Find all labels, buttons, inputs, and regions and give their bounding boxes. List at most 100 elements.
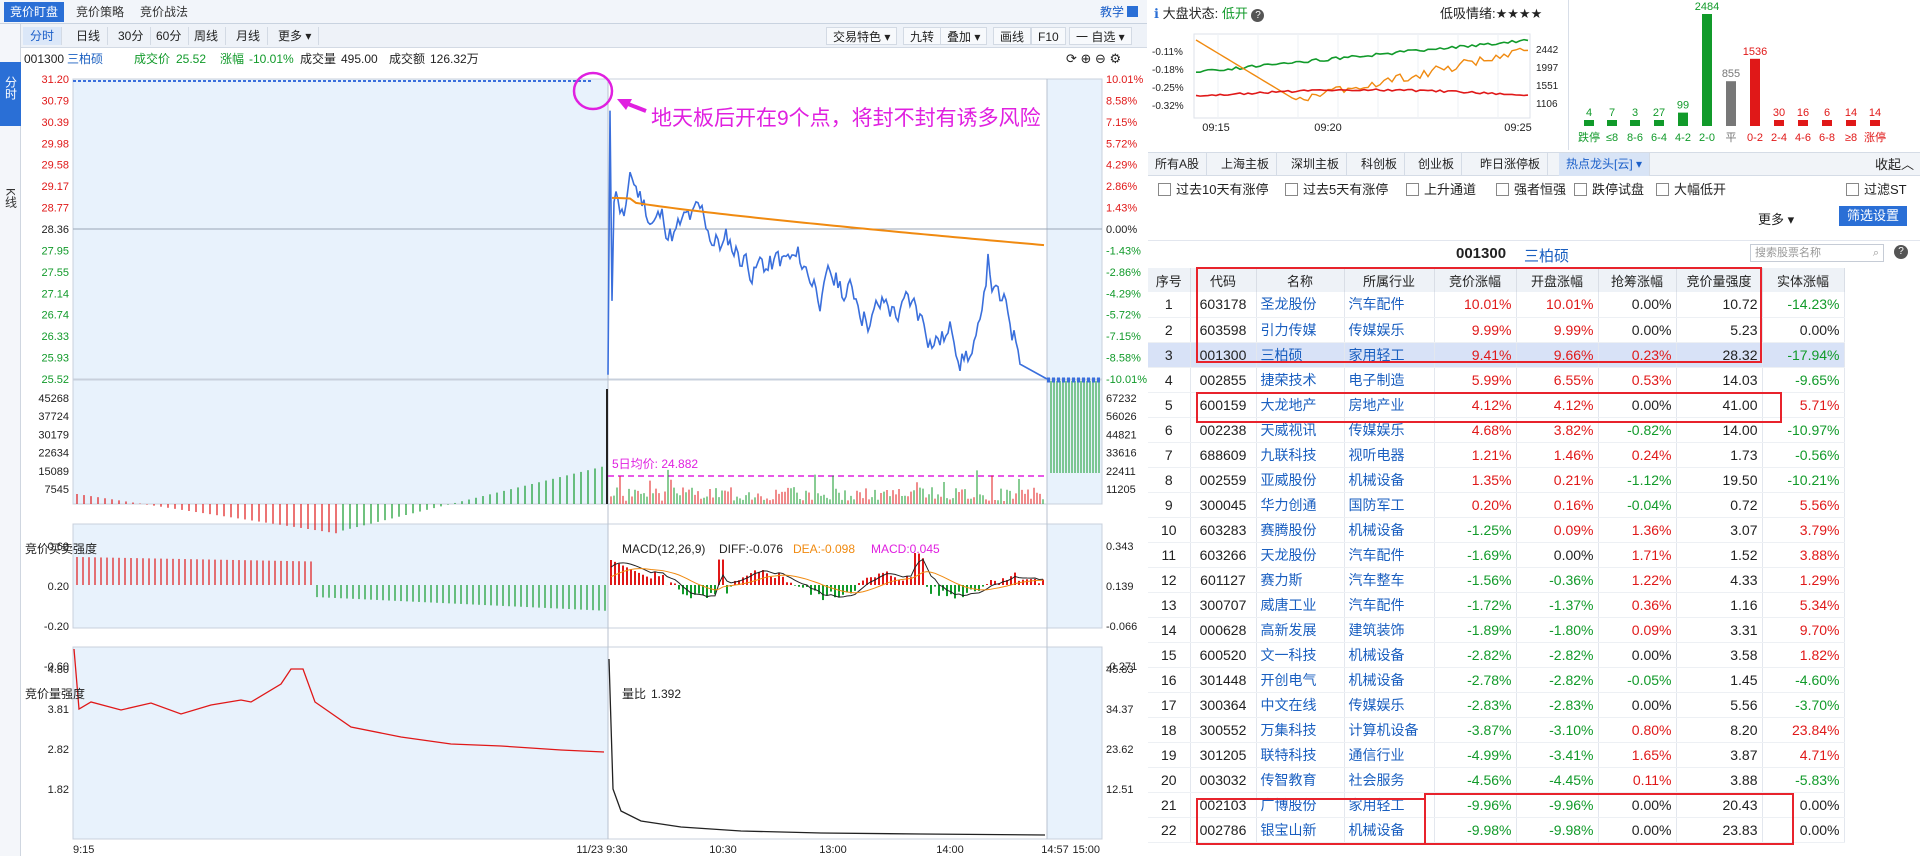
more-dropdown[interactable]: 更多 ▾ [1758, 212, 1795, 227]
filter-5d-limit[interactable]: 过去5天有涨停 [1285, 182, 1388, 198]
table-row[interactable]: 16 301448 开创电气 机械设备 -2.78% -2.82% -0.05% 1.45 -4… [1148, 667, 1845, 693]
table-row[interactable]: 13 300707 威唐工业 汽车配件 -1.72% -1.37% 0.36% 1.16 5.3… [1148, 592, 1845, 618]
filter-big-low-open[interactable]: 大幅低开 [1656, 182, 1726, 198]
row-industry[interactable]: 机械设备 [1344, 642, 1435, 668]
tab-auction-tactics[interactable]: 竞价战法 [140, 5, 189, 19]
row-industry[interactable]: 家用轻工 [1344, 792, 1435, 818]
trade-feature-button[interactable]: 交易特色 ▾ [826, 27, 898, 45]
stock-name[interactable]: 三柏硕 [67, 52, 104, 66]
table-row[interactable]: 14 000628 高新发展 建筑装饰 -1.89% -1.80% 0.09% 3.31 9.7… [1148, 617, 1845, 643]
row-industry[interactable]: 家用轻工 [1344, 342, 1435, 368]
tab-hot-leader[interactable]: 热点龙头[云] ▾ [1559, 153, 1651, 176]
tab-sz-main[interactable]: 深圳主板 [1284, 153, 1348, 176]
teach-link[interactable]: 教学 [1094, 2, 1144, 22]
row-name[interactable]: 威唐工业 [1256, 592, 1345, 618]
table-row[interactable]: 17 300364 中文在线 传媒娱乐 -2.83% -2.83% 0.00% 5.56 -3.… [1148, 692, 1845, 718]
row-industry[interactable]: 汽车配件 [1344, 292, 1435, 318]
col-header[interactable]: 开盘涨幅 [1516, 268, 1599, 292]
row-industry[interactable]: 汽车整车 [1344, 567, 1435, 593]
row-industry[interactable]: 机械设备 [1344, 817, 1435, 843]
period-more[interactable]: 更多 ▾ [271, 27, 320, 45]
row-name[interactable]: 天龙股份 [1256, 542, 1345, 568]
table-row[interactable]: 10 603283 赛腾股份 机械设备 -1.25% 0.09% 1.36% 3.07 3.79… [1148, 517, 1845, 543]
period-monthly[interactable]: 月线 [229, 27, 269, 45]
row-name[interactable]: 华力创通 [1256, 492, 1345, 518]
table-row[interactable]: 2 603598 引力传媒 传媒娱乐 9.99% 9.99% 0.00% 5.23 0.00% [1148, 317, 1845, 343]
table-row[interactable]: 9 300045 华力创通 国防军工 0.20% 0.16% -0.04% 0.72 5.56% [1148, 492, 1845, 518]
period-timeshare[interactable]: 分时 [23, 27, 63, 45]
col-header[interactable]: 竞价量强度 [1676, 268, 1763, 292]
table-row[interactable]: 8 002559 亚威股份 机械设备 1.35% 0.21% -1.12% 19.50 -10.… [1148, 467, 1845, 493]
col-header[interactable]: 抢筹涨幅 [1598, 268, 1677, 292]
watchlist-button[interactable]: 一 自选 ▾ [1069, 27, 1132, 45]
table-row[interactable]: 22 002786 银宝山新 机械设备 -9.98% -9.98% 0.00% 23.83 0.… [1148, 817, 1845, 843]
collapse-button[interactable]: 收起︿ [1875, 153, 1914, 176]
tab-auction-strategy[interactable]: 竞价策略 [76, 5, 125, 19]
row-name[interactable]: 广博股份 [1256, 792, 1345, 818]
stock-search-input[interactable]: 搜索股票名称 ⌕ [1750, 244, 1884, 262]
rail-tab-timeshare[interactable]: 分时 [0, 62, 21, 126]
row-name[interactable]: 天威视讯 [1256, 417, 1345, 443]
row-name[interactable]: 三柏硕 [1256, 342, 1345, 368]
table-row[interactable]: 18 300552 万集科技 计算机设备 -3.87% -3.10% 0.80% 8.20 23… [1148, 717, 1845, 743]
row-industry[interactable]: 机械设备 [1344, 467, 1435, 493]
row-industry[interactable]: 机械设备 [1344, 667, 1435, 693]
row-name[interactable]: 亚威股份 [1256, 467, 1345, 493]
row-industry[interactable]: 传媒娱乐 [1344, 317, 1435, 343]
period-daily[interactable]: 日线 [69, 27, 109, 45]
table-row[interactable]: 21 002103 广博股份 家用轻工 -9.96% -9.96% 0.00% 20.43 0.… [1148, 792, 1845, 818]
row-name[interactable]: 文一科技 [1256, 642, 1345, 668]
table-row[interactable]: 19 301205 联特科技 通信行业 -4.99% -3.41% 1.65% 3.87 4.7… [1148, 742, 1845, 768]
table-row[interactable]: 15 600520 文一科技 机械设备 -2.82% -2.82% 0.00% 3.58 1.8… [1148, 642, 1845, 668]
row-industry[interactable]: 机械设备 [1344, 517, 1435, 543]
row-industry[interactable]: 国防军工 [1344, 492, 1435, 518]
table-row[interactable]: 3 001300 三柏硕 家用轻工 9.41% 9.66% 0.23% 28.32 -17.94… [1148, 342, 1845, 368]
row-industry[interactable]: 建筑装饰 [1344, 617, 1435, 643]
filter-10d-limit[interactable]: 过去10天有涨停 [1158, 182, 1268, 198]
table-row[interactable]: 4 002855 捷荣技术 电子制造 5.99% 6.55% 0.53% 14.03 -9.65… [1148, 367, 1845, 393]
row-name[interactable]: 传智教育 [1256, 767, 1345, 793]
col-header[interactable]: 所属行业 [1344, 268, 1435, 292]
row-name[interactable]: 圣龙股份 [1256, 292, 1345, 318]
row-industry[interactable]: 汽车配件 [1344, 592, 1435, 618]
table-row[interactable]: 5 600159 大龙地产 房地产业 4.12% 4.12% 0.00% 41.00 5.71% [1148, 392, 1845, 418]
row-name[interactable]: 赛力斯 [1256, 567, 1345, 593]
period-weekly[interactable]: 周线 [187, 27, 227, 45]
tab-star[interactable]: 科创板 [1354, 153, 1406, 176]
tab-all-a[interactable]: 所有A股 [1148, 153, 1208, 176]
table-row[interactable]: 7 688609 九联科技 视听电器 1.21% 1.46% 0.24% 1.73 -0.56% [1148, 442, 1845, 468]
draw-line-button[interactable]: 画线 [993, 27, 1032, 45]
row-name[interactable]: 联特科技 [1256, 742, 1345, 768]
row-name[interactable]: 高新发展 [1256, 617, 1345, 643]
tab-gem[interactable]: 创业板 [1411, 153, 1463, 176]
tab-yesterday-limit[interactable]: 昨日涨停板 [1473, 153, 1549, 176]
filter-settings-button[interactable]: 筛选设置 [1839, 206, 1908, 226]
tab-auction-watch[interactable]: 竞价盯盘 [4, 2, 65, 22]
row-name[interactable]: 大龙地产 [1256, 392, 1345, 418]
row-industry[interactable]: 通信行业 [1344, 742, 1435, 768]
row-industry[interactable]: 视听电器 [1344, 442, 1435, 468]
overlay-button[interactable]: 叠加 ▾ [940, 27, 988, 45]
intraday-chart[interactable]: 31.20 10.01% 30.79 8.58% 30.39 7.15% 29.98 5.72… [21, 69, 1147, 856]
filter-uptrend[interactable]: 上升通道 [1406, 182, 1476, 198]
row-name[interactable]: 捷荣技术 [1256, 367, 1345, 393]
f10-button[interactable]: F10 [1031, 27, 1066, 45]
col-header[interactable]: 名称 [1256, 268, 1345, 292]
row-industry[interactable]: 电子制造 [1344, 367, 1435, 393]
row-name[interactable]: 银宝山新 [1256, 817, 1345, 843]
row-industry[interactable]: 传媒娱乐 [1344, 692, 1435, 718]
row-name[interactable]: 万集科技 [1256, 717, 1345, 743]
row-name[interactable]: 九联科技 [1256, 442, 1345, 468]
table-row[interactable]: 12 601127 赛力斯 汽车整车 -1.56% -0.36% 1.22% 4.33 1.29… [1148, 567, 1845, 593]
col-header[interactable]: 序号 [1148, 268, 1191, 292]
filter-strong[interactable]: 强者恒强 [1496, 182, 1566, 198]
tab-sh-main[interactable]: 上海主板 [1214, 153, 1278, 176]
row-name[interactable]: 赛腾股份 [1256, 517, 1345, 543]
col-header[interactable]: 代码 [1190, 268, 1257, 292]
chart-tool-icons[interactable]: ⟳ ⊕ ⊖ ⚙ [1066, 51, 1122, 66]
period-30min[interactable]: 30分 [111, 27, 152, 45]
row-name[interactable]: 引力传媒 [1256, 317, 1345, 343]
table-row[interactable]: 11 603266 天龙股份 汽车配件 -1.69% 0.00% 1.71% 1.52 3.88… [1148, 542, 1845, 568]
nine-turn-button[interactable]: 九转 [903, 27, 942, 45]
help-icon[interactable]: ? [1251, 9, 1265, 22]
